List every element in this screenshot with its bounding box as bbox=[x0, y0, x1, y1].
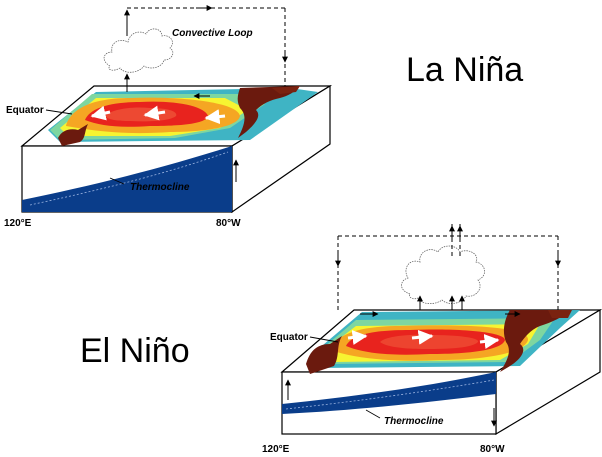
la-nina-equator-label: Equator bbox=[6, 105, 44, 116]
el-nino-diagram: Equator Thermocline 120°E 80°W bbox=[262, 224, 602, 455]
la-nina-surface-currents bbox=[90, 105, 226, 125]
la-nina-east-land bbox=[237, 86, 300, 138]
la-nina-cloud bbox=[103, 28, 174, 73]
el-nino-equator-label: Equator bbox=[270, 332, 308, 343]
el-nino-east-land bbox=[500, 310, 570, 372]
el-nino-convective-loops bbox=[285, 224, 561, 427]
el-nino-surface-currents bbox=[347, 329, 500, 349]
el-nino-west-longitude: 120°E bbox=[262, 444, 290, 455]
el-nino-title: El Niño bbox=[80, 332, 190, 370]
la-nina-loop-label: Convective Loop bbox=[172, 28, 253, 39]
la-nina-diagram: Convective Loop Equator Thermocline 120°… bbox=[4, 5, 333, 229]
el-nino-east-longitude: 80°W bbox=[480, 444, 505, 455]
el-nino-thermocline-label: Thermocline bbox=[384, 416, 444, 427]
la-nina-title: La Niña bbox=[406, 51, 524, 89]
la-nina-thermocline-label: Thermocline bbox=[130, 182, 190, 193]
la-nina-west-longitude: 120°E bbox=[4, 218, 32, 229]
el-nino-cloud bbox=[401, 245, 485, 304]
la-nina-convective-loop bbox=[124, 5, 288, 182]
la-nina-east-longitude: 80°W bbox=[216, 218, 241, 229]
la-nina-west-land bbox=[58, 124, 88, 146]
el-nino-west-land bbox=[306, 336, 342, 374]
